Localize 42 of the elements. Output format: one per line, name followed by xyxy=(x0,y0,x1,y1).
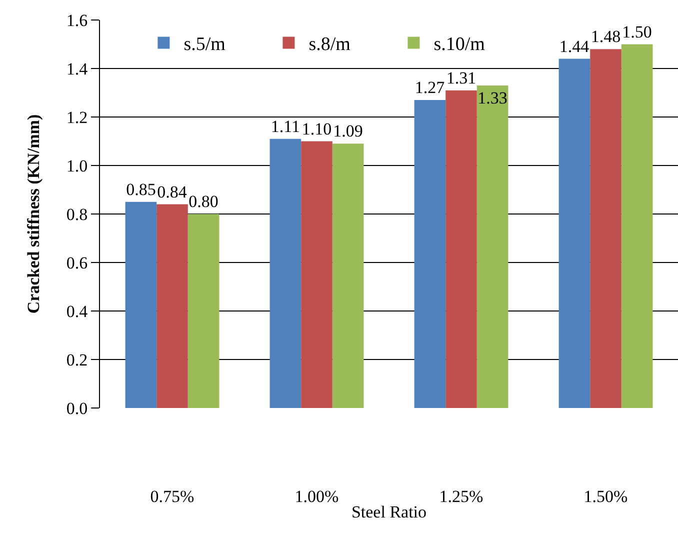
bar xyxy=(476,85,508,408)
bar xyxy=(621,44,653,408)
bar xyxy=(446,90,477,408)
data-label: 1.44 xyxy=(559,36,590,56)
data-label: 0.85 xyxy=(126,180,156,199)
data-label: 1.11 xyxy=(270,116,300,136)
y-tick-label: 1.2 xyxy=(66,108,88,127)
y-tick-label: 1.6 xyxy=(66,10,88,30)
y-tick-label: 0.6 xyxy=(66,253,88,272)
y-axis-title: Cracked stiffness (KN/mm) xyxy=(24,114,43,314)
data-label: 0.84 xyxy=(157,182,188,202)
x-tick-label: 1.00% xyxy=(294,487,339,506)
data-label: 1.09 xyxy=(333,122,363,141)
y-tick-label: 0.8 xyxy=(66,204,88,224)
legend-label: s.5/m xyxy=(184,34,226,56)
y-tick-label: 1.4 xyxy=(66,59,88,78)
x-tick-label: 0.75% xyxy=(150,487,194,506)
bar xyxy=(414,100,446,408)
bar xyxy=(332,144,364,408)
bar xyxy=(125,202,157,408)
bar xyxy=(156,204,188,408)
x-axis-title: Steel Ratio xyxy=(351,502,427,522)
bar xyxy=(270,138,302,408)
bar xyxy=(590,49,622,408)
legend-label: s.10/m xyxy=(434,34,486,56)
y-tick-label: 0.2 xyxy=(66,350,88,370)
data-label: 1.48 xyxy=(590,27,621,46)
x-tick-label: 1.50% xyxy=(584,487,628,506)
y-tick-label: 0.4 xyxy=(66,302,88,321)
x-tick-label: 1.25% xyxy=(439,487,484,506)
bar xyxy=(558,58,590,408)
data-label: 1.33 xyxy=(478,88,508,108)
data-label: 1.31 xyxy=(446,68,476,88)
data-label: 1.50 xyxy=(622,22,652,42)
data-label: 0.80 xyxy=(188,192,218,211)
legend-label: s.8/m xyxy=(308,34,351,56)
bar xyxy=(301,141,332,408)
bar xyxy=(188,214,220,408)
y-tick-label: 1.0 xyxy=(66,156,88,176)
y-tick-label: 0.0 xyxy=(66,398,88,418)
data-label: 1.10 xyxy=(302,119,332,138)
data-label: 1.27 xyxy=(414,78,446,98)
